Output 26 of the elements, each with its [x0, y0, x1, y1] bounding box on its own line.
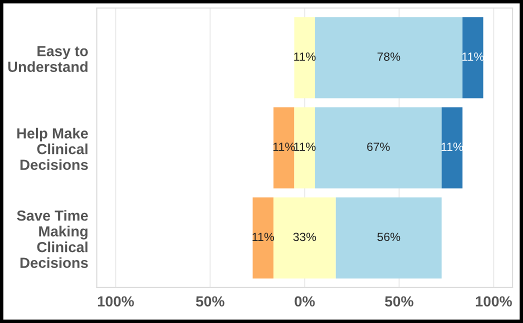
- x-tick-label: 100%: [98, 296, 134, 307]
- bar: [315, 17, 462, 98]
- y-tick-label: Save Time Making Clinical Decisions: [16, 210, 88, 268]
- bar: [294, 17, 316, 98]
- y-tick-label: Help Make Clinical Decisions: [17, 128, 88, 170]
- x-tick-label: 0%: [294, 296, 315, 307]
- data-label: 11%: [442, 142, 464, 151]
- x-tick-label: 50%: [385, 296, 414, 307]
- y-tick-label: Easy to Understand: [8, 46, 88, 72]
- bar: [442, 107, 462, 188]
- data-label: 11%: [252, 232, 274, 242]
- data-label: 11%: [294, 52, 316, 61]
- x-tick-label: 100%: [476, 296, 512, 307]
- bar: [252, 197, 274, 278]
- bar: [336, 197, 442, 278]
- data-label: 33%: [293, 232, 316, 242]
- data-label: 56%: [377, 232, 400, 242]
- bar: [273, 107, 294, 188]
- bar: [315, 107, 442, 188]
- data-label: 67%: [367, 142, 390, 151]
- data-label: 78%: [378, 52, 400, 61]
- bar: [462, 17, 484, 98]
- bar: [273, 197, 336, 278]
- data-label: 11%: [294, 142, 316, 151]
- x-tick-label: 50%: [196, 296, 224, 307]
- bar: [294, 107, 316, 188]
